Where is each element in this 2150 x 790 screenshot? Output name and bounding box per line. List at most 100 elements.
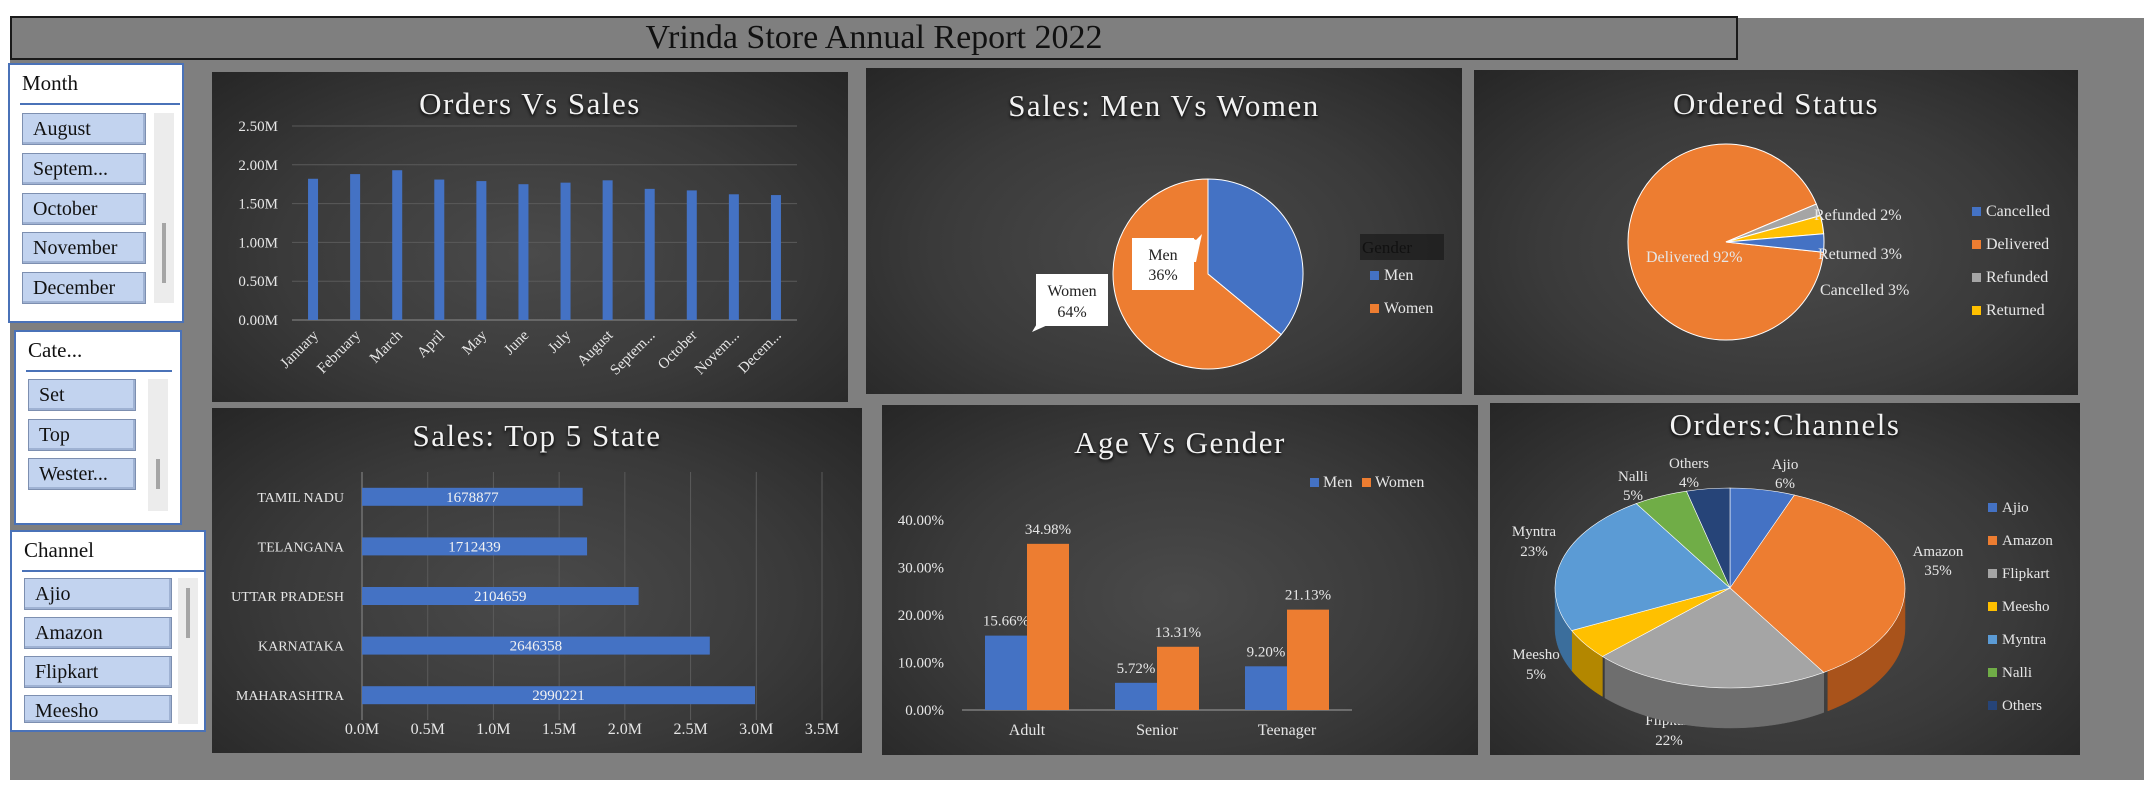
x-tick-label: February — [314, 327, 364, 377]
monthly-bar-chart: 0.00M0.50M1.00M1.50M2.00M2.50MJanuaryFeb… — [238, 119, 797, 379]
chart-orders-channels[interactable]: Orders:Channels Ajio 6% Amazon 35% Flipk… — [1490, 403, 2080, 755]
chart-ordered-status[interactable]: Ordered Status Delivered 92% Refunded 2%… — [1474, 70, 2078, 395]
bar — [518, 184, 529, 320]
slicer-item-top[interactable]: Top — [28, 419, 136, 451]
x-tick-label: Decem... — [735, 328, 784, 377]
bar — [362, 587, 639, 605]
slicer-item-amazon[interactable]: Amazon — [24, 617, 172, 649]
pie-label-amazon-name: Amazon — [1913, 544, 1964, 560]
legend-label-refunded: Refunded — [1986, 269, 2048, 286]
slicer-category-title: Cate... — [28, 338, 83, 362]
slicer-scrollbar[interactable] — [154, 113, 174, 303]
pie-slice-cancelled — [1725, 233, 1825, 253]
slicer-month[interactable]: Month August Septem... October November … — [8, 63, 184, 323]
bar — [434, 179, 445, 320]
pie-label-nalli-name: Nalli — [1618, 469, 1648, 485]
y-tick-label: UTTAR PRADESH — [231, 590, 344, 605]
legend-label-cancelled: Cancelled — [1986, 203, 2050, 220]
chart-title: Orders Vs Sales — [419, 86, 641, 121]
legend-swatch-others — [1988, 701, 1997, 710]
chart-age-vs-gender[interactable]: Age Vs Gender Men Women 0.00% 10.00% 20.00… — [882, 405, 1478, 755]
slicer-item-september[interactable]: Septem... — [22, 153, 146, 185]
y-tick-label: MAHARASHTRA — [236, 689, 345, 704]
slicer-item-november[interactable]: November — [22, 232, 146, 264]
bar — [770, 195, 781, 320]
x-tick-label: Septem... — [607, 328, 658, 379]
bar-value-label: 2990221 — [532, 688, 585, 704]
x-tick-label: 3.5M — [805, 721, 839, 738]
x-tick-label: 0.0M — [345, 721, 379, 738]
y-tick-label: TAMIL NADU — [257, 491, 344, 506]
slicer-item-december[interactable]: December — [22, 272, 146, 304]
y-tick-label: 40.00% — [898, 513, 944, 529]
y-tick-label: TELANGANA — [258, 540, 345, 555]
x-tick-label: Novem... — [692, 328, 743, 379]
slicer-scrollbar[interactable] — [178, 578, 198, 724]
slicer-month-title: Month — [22, 71, 79, 95]
slicer-channel-title: Channel — [24, 538, 94, 562]
y-tick-label: 2.50M — [238, 119, 278, 135]
y-tick-label: 10.00% — [898, 656, 944, 672]
x-tick-label: Teenager — [1258, 722, 1317, 739]
legend-label-ajio: Ajio — [2002, 500, 2029, 516]
scrollbar-thumb[interactable] — [156, 459, 160, 489]
y-tick-label: 1.50M — [238, 197, 278, 213]
pie-label-ajio-pct: 6% — [1775, 476, 1795, 492]
scrollbar-thumb[interactable] — [186, 588, 190, 638]
chart-title: Sales: Top 5 State — [412, 418, 662, 453]
pie-label-others-name: Others — [1669, 456, 1709, 472]
bar-men — [1245, 666, 1287, 710]
chart-sales-men-vs-women[interactable]: Sales: Men Vs Women Men 36% Women 64% Ge… — [866, 68, 1462, 394]
pie-slice-delivered — [1627, 143, 1825, 341]
slicer-divider — [20, 103, 180, 105]
pie-label-women-name: Women — [1047, 283, 1096, 300]
bar — [644, 188, 655, 320]
bar-value-label: 1712439 — [448, 539, 501, 555]
bar-women — [1027, 543, 1069, 710]
slicer-item-ajio[interactable]: Ajio — [24, 578, 172, 610]
slicer-item-flipkart[interactable]: Flipkart — [24, 656, 172, 688]
legend-label-others: Others — [2002, 698, 2042, 714]
legend-swatch-delivered — [1972, 240, 1981, 249]
scrollbar-thumb[interactable] — [162, 223, 166, 283]
status-pie-chart: Delivered 92% Refunded 2% Returned 3% Ca… — [1627, 143, 2050, 341]
pie-label-men-name: Men — [1148, 247, 1177, 264]
slicer-category[interactable]: Cate... Set Top Wester... — [14, 330, 182, 525]
slicer-scrollbar[interactable] — [148, 379, 168, 511]
channel-legend: Ajio Amazon Flipkart Meesho Myntra Nalli… — [1988, 500, 2053, 714]
x-tick-label: 2.0M — [608, 721, 642, 738]
slicer-item-meesho[interactable]: Meesho — [24, 695, 172, 723]
pie-slice-men — [1207, 178, 1304, 336]
bar — [362, 636, 710, 655]
bar-value-label: 2646358 — [510, 639, 563, 655]
legend-label-women: Women — [1384, 300, 1433, 317]
gender-pie-chart: Men 36% Women 64% Gender Men Women — [1032, 178, 1444, 370]
legend-label-amazon: Amazon — [2002, 533, 2053, 549]
pie-label-nalli-pct: 5% — [1623, 488, 1643, 504]
report-title-text: Vrinda Store Annual Report 2022 — [645, 19, 1103, 56]
pie-label-women-pct: 64% — [1057, 304, 1086, 321]
bar-value-label: 2104659 — [474, 589, 527, 605]
chart-orders-vs-sales[interactable]: Orders Vs Sales 0.00M 0.50M 1.00M 1.50M 2.00… — [212, 72, 848, 402]
legend-swatch-returned — [1972, 306, 1981, 315]
pie-label-myntra-name: Myntra — [1512, 524, 1557, 540]
legend-swatch-meesho — [1988, 602, 1997, 611]
callout-women-box — [1036, 274, 1108, 326]
bar-women — [1157, 646, 1199, 710]
pie-label-cancelled: Cancelled 3% — [1820, 282, 1909, 299]
slicer-item-set[interactable]: Set — [28, 379, 136, 411]
x-tick-label: 1.5M — [542, 721, 576, 738]
bar — [686, 190, 697, 320]
slicer-item-western[interactable]: Wester... — [28, 458, 136, 490]
bar — [392, 170, 403, 320]
pie-label-flipkart-pct: 22% — [1655, 733, 1683, 749]
slicer-item-october[interactable]: October — [22, 193, 146, 225]
slicer-channel[interactable]: Channel Ajio Amazon Flipkart Meesho — [10, 530, 206, 732]
y-tick-label: 0.00% — [905, 703, 944, 719]
legend-swatch-flipkart — [1988, 569, 1997, 578]
bar — [362, 537, 588, 556]
chart-top5-state[interactable]: Sales: Top 5 State 0.0M 0.5M 1.0M 1.5M 2.0M 2… — [212, 408, 862, 753]
pie-label-amazon-pct: 35% — [1924, 563, 1952, 579]
callout-men-box — [1132, 238, 1194, 290]
slicer-item-august[interactable]: August — [22, 113, 146, 145]
